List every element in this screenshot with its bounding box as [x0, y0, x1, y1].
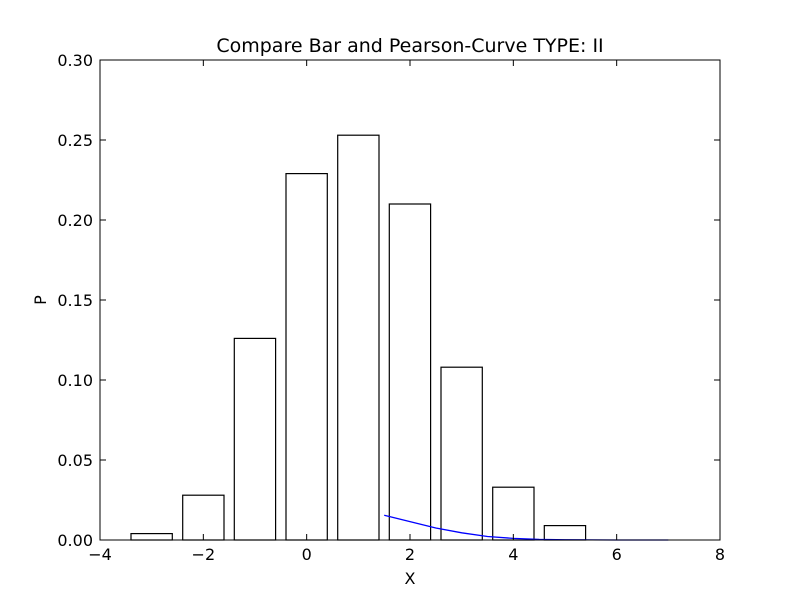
x-tick-label: −2	[192, 545, 216, 564]
y-tick-label: 0.25	[57, 131, 93, 150]
x-tick-label: 0	[302, 545, 312, 564]
x-tick-label: −4	[88, 545, 112, 564]
y-tick-label: 0.30	[57, 51, 93, 70]
chart-title: Compare Bar and Pearson-Curve TYPE: II	[216, 35, 603, 57]
bars-group	[130, 134, 587, 541]
x-tick-label: 8	[715, 545, 725, 564]
bar-x-0	[285, 173, 328, 541]
y-axis-label: P	[31, 295, 50, 305]
bar-x-1	[337, 134, 380, 541]
bar-x-4	[492, 486, 535, 541]
y-tick-label: 0.10	[57, 371, 93, 390]
x-tick-label: 2	[405, 545, 415, 564]
y-tick-label: 0.20	[57, 211, 93, 230]
y-ticks-group: 0.00 0.05 0.10 0.15 0.20 0.25 0.30	[57, 51, 720, 550]
bar-x-2	[388, 203, 432, 541]
y-tick-label: 0.05	[57, 451, 93, 470]
x-axis-label: X	[405, 569, 416, 588]
bar-x-neg1	[233, 337, 277, 541]
x-tick-label: 4	[508, 545, 518, 564]
bar-x-neg2	[182, 494, 225, 541]
bar-x-3	[440, 366, 483, 541]
x-ticks-group: −4 −2 0 2 4 6 8	[88, 60, 725, 564]
y-tick-label: 0.00	[57, 531, 93, 550]
x-tick-label: 6	[612, 545, 622, 564]
y-tick-label: 0.15	[57, 291, 93, 310]
bar-x-neg3	[130, 532, 173, 541]
bar-x-5	[543, 524, 587, 541]
